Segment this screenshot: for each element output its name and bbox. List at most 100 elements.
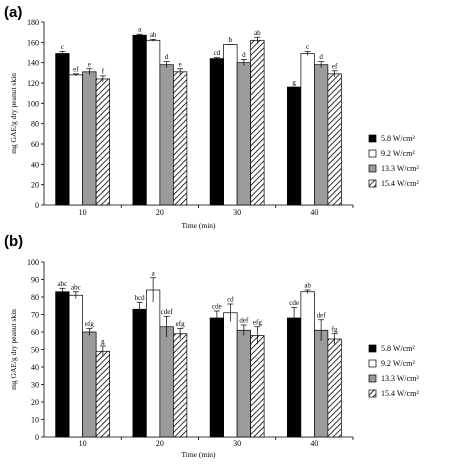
bar — [287, 86, 302, 206]
y-tick-label: 30 — [31, 381, 39, 390]
bar — [146, 39, 161, 206]
x-tick-label: 20 — [156, 439, 164, 448]
significance-label: c — [61, 43, 64, 51]
bar — [173, 71, 188, 206]
significance-label: def — [239, 317, 249, 325]
y-tick-label: 70 — [31, 311, 39, 320]
y-tick-label: 120 — [27, 79, 39, 88]
significance-label: efg — [85, 320, 94, 328]
bar — [132, 34, 147, 206]
significance-label: bcd — [135, 294, 146, 302]
legend-swatch — [368, 134, 377, 143]
legend-label: 13.3 W/cm² — [381, 164, 419, 173]
x-tick-label: 30 — [233, 208, 241, 217]
significance-label: ef — [73, 65, 79, 73]
significance-label: fg — [332, 325, 338, 333]
legend-label: 5.8 W/cm² — [381, 344, 415, 353]
x-tick-label: 40 — [310, 208, 318, 217]
bar — [82, 71, 97, 206]
bar — [314, 64, 329, 206]
significance-label: g — [101, 338, 105, 346]
y-tick-label: 0 — [35, 201, 39, 210]
significance-label: cdef — [161, 308, 174, 316]
bar — [82, 331, 97, 438]
bar — [327, 73, 342, 206]
significance-label: d — [319, 53, 323, 61]
legend-label: 15.4 W/cm² — [381, 179, 419, 188]
significance-label: g — [292, 79, 296, 87]
legend-label: 9.2 W/cm² — [381, 359, 415, 368]
bar — [223, 44, 238, 206]
legend-swatch — [368, 389, 377, 398]
significance-label: abc — [71, 283, 81, 291]
bar — [314, 329, 329, 438]
significance-label: cde — [289, 299, 299, 307]
legend-swatch — [368, 149, 377, 158]
significance-label: cd — [214, 49, 221, 57]
bar — [55, 53, 70, 206]
y-tick-label: 40 — [31, 363, 39, 372]
significance-label: c — [306, 43, 309, 51]
x-axis-label: Time (min) — [181, 221, 216, 230]
significance-label: efg — [253, 318, 262, 326]
significance-label: e — [179, 60, 182, 68]
bar — [209, 58, 224, 206]
legend: 5.8 W/cm² 9.2 W/cm² 13.3 W/cm² 15.4 W/cm² — [368, 344, 419, 398]
y-tick-label: 80 — [31, 120, 39, 129]
significance-label: ab — [304, 282, 311, 290]
bar — [95, 78, 110, 206]
bar — [300, 291, 315, 438]
y-tick-label: 180 — [27, 18, 39, 27]
y-tick-label: 40 — [31, 160, 39, 169]
legend-swatch — [368, 344, 377, 353]
legend-swatch — [368, 359, 377, 368]
significance-label: d — [165, 53, 169, 61]
y-tick-label: 60 — [31, 328, 39, 337]
y-tick-label: 140 — [27, 59, 39, 68]
legend: 5.8 W/cm² 9.2 W/cm² 13.3 W/cm² 15.4 W/cm² — [368, 134, 419, 188]
panel-label: (a) — [4, 4, 22, 21]
significance-label: a — [152, 269, 156, 277]
significance-label: b — [229, 36, 233, 44]
significance-label: e — [88, 60, 91, 68]
bar — [209, 317, 224, 438]
significance-label: a — [138, 26, 142, 34]
y-tick-label: 60 — [31, 140, 39, 149]
bar — [236, 62, 251, 206]
chart-panel-a: (a) 0 20 40 60 80 100 120 140 160 180 mg GAE/g dry … — [4, 4, 419, 230]
significance-label: efg — [176, 320, 185, 328]
y-tick-label: 0 — [35, 433, 39, 442]
x-tick-label: 10 — [79, 208, 87, 217]
bar — [159, 64, 174, 206]
y-axis-label: mg GAE/g dry peanut skin — [9, 309, 18, 390]
bar — [327, 338, 342, 438]
x-tick-label: 40 — [310, 439, 318, 448]
bar — [287, 317, 302, 438]
legend-swatch — [368, 374, 377, 383]
y-axis-label: mg GAE/g dry peanut skin — [9, 73, 18, 154]
bar — [68, 74, 83, 206]
significance-label: cde — [212, 303, 222, 311]
y-tick-label: 100 — [27, 258, 39, 267]
legend-label: 13.3 W/cm² — [381, 374, 419, 383]
bar — [173, 333, 188, 438]
significance-label: d — [242, 51, 246, 59]
significance-label: f — [102, 67, 105, 75]
significance-label: ab — [150, 31, 157, 39]
significance-label: def — [317, 311, 327, 319]
panel-label: (b) — [4, 233, 23, 250]
y-tick-label: 160 — [27, 38, 39, 47]
bar — [250, 335, 265, 438]
y-tick-label: 50 — [31, 346, 39, 355]
y-tick-label: 100 — [27, 99, 39, 108]
y-tick-label: 90 — [31, 276, 39, 285]
bar — [68, 294, 83, 438]
significance-label: cd — [227, 296, 234, 304]
x-axis-label: Time (min) — [181, 450, 216, 459]
y-tick-label: 10 — [31, 416, 39, 425]
significance-label: ab — [254, 29, 261, 37]
significance-label: ef — [332, 62, 338, 70]
bar — [159, 326, 174, 438]
